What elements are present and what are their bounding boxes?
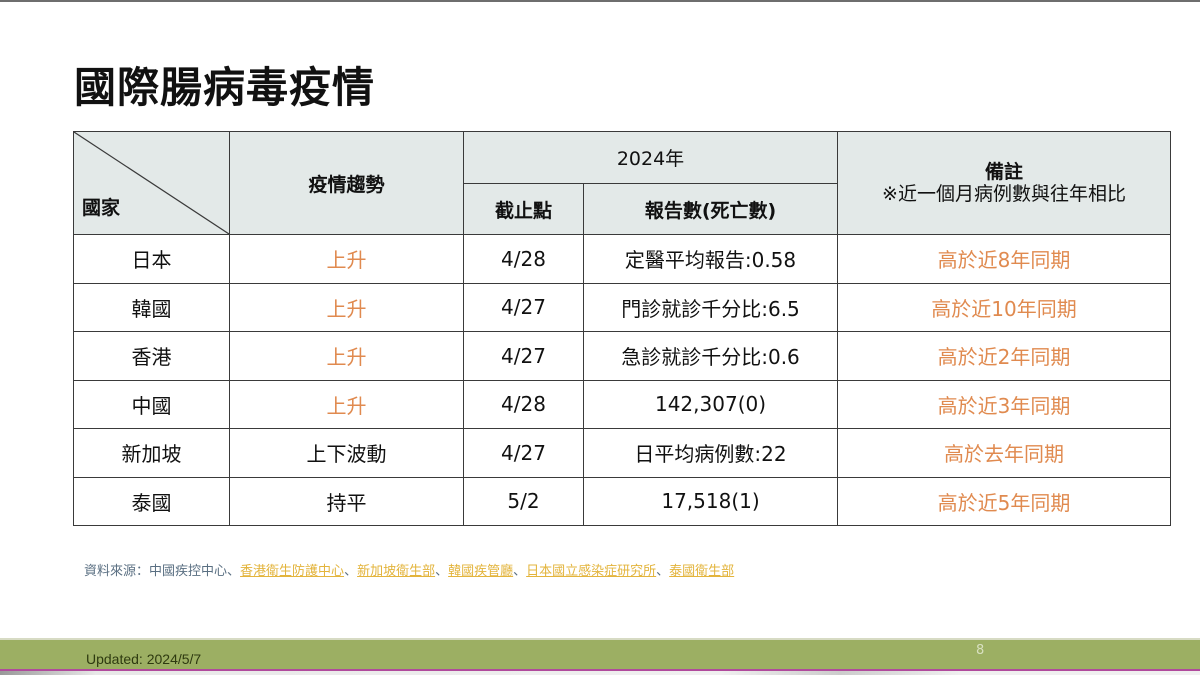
sources-label: 資料來源： <box>84 564 150 579</box>
reports-header: 報告數(死亡數) <box>582 183 839 235</box>
separator: 、 <box>344 564 358 579</box>
source-link-kr-kdca[interactable]: 韓國疾管廳 <box>448 564 514 579</box>
table-row: 日本 上升 4/28 定醫平均報告:0.58 高於近8年同期 <box>73 234 1172 284</box>
sources-line: 資料來源：中國疾控中心、香港衛生防護中心、新加坡衛生部、韓國疾管廳、日本國立感染… <box>84 560 734 579</box>
reports-cell: 142,307(0) <box>582 379 839 429</box>
year-header: 2024年 <box>462 131 839 184</box>
source-plain: 中國疾控中心 <box>149 564 228 579</box>
source-link-sg-moh[interactable]: 新加坡衛生部 <box>357 564 436 579</box>
trend-cell: 上升 <box>229 379 464 429</box>
cutoff-cell: 4/28 <box>463 234 584 284</box>
subheader-row: 截止點 報告數(死亡數) <box>74 183 1171 235</box>
cutoff-cell: 4/27 <box>463 331 584 381</box>
trend-header: 疫情趨勢 <box>229 131 464 235</box>
footer-bar <box>0 638 1200 672</box>
trend-cell: 上升 <box>229 234 464 284</box>
cutoff-cell: 4/27 <box>463 428 584 478</box>
trend-cell: 上下波動 <box>229 428 464 478</box>
country-cell: 日本 <box>73 234 230 284</box>
table-row: 韓國 上升 4/27 門診就診千分比:6.5 高於近10年同期 <box>73 282 1172 332</box>
remark-cell: 高於近10年同期 <box>837 282 1172 332</box>
reports-cell: 定醫平均報告:0.58 <box>582 234 839 284</box>
source-link-hk-chp[interactable]: 香港衛生防護中心 <box>240 564 345 579</box>
table-row: 新加坡 上下波動 4/27 日平均病例數:22 高於去年同期 <box>73 428 1172 478</box>
country-header: 國家 <box>82 197 121 219</box>
window-top-edge <box>0 0 1200 2</box>
reports-cell: 17,518(1) <box>582 476 839 526</box>
cutoff-cell: 5/2 <box>463 476 584 526</box>
separator: 、 <box>656 564 670 579</box>
page-title: 國際腸病毒疫情 <box>74 63 376 112</box>
country-cell: 中國 <box>73 379 230 429</box>
country-cell: 香港 <box>73 331 230 381</box>
country-header-cell: 國家 <box>73 131 230 235</box>
country-cell: 泰國 <box>73 476 230 526</box>
remark-cell: 高於近3年同期 <box>837 379 1172 429</box>
cutoff-header: 截止點 <box>463 183 584 235</box>
remark-header-note: ※近一個月病例數與往年相比 <box>882 183 1126 205</box>
trend-cell: 持平 <box>229 476 464 526</box>
footer-shadow <box>0 671 1200 675</box>
country-cell: 新加坡 <box>73 428 230 478</box>
remark-header: 備註 ※近一個月病例數與往年相比 <box>837 131 1172 235</box>
separator: 、 <box>435 564 449 579</box>
cutoff-cell: 4/27 <box>463 282 584 332</box>
remark-header-title: 備註 <box>985 161 1024 183</box>
diagonal-divider <box>74 132 229 234</box>
remark-cell: 高於近5年同期 <box>837 476 1172 526</box>
updated-date: Updated: 2024/5/7 <box>86 651 202 667</box>
remark-cell: 高於去年同期 <box>837 428 1172 478</box>
header-row: 國家 疫情趨勢 2024年 備註 ※近一個月病例數與往年相比 <box>73 131 1172 235</box>
country-cell: 韓國 <box>73 282 230 332</box>
trend-cell: 上升 <box>229 282 464 332</box>
reports-cell: 日平均病例數:22 <box>582 428 839 478</box>
table-row: 香港 上升 4/27 急診就診千分比:0.6 高於近2年同期 <box>73 331 1172 381</box>
remark-cell: 高於近8年同期 <box>837 234 1172 284</box>
reports-cell: 門診就診千分比:6.5 <box>582 282 839 332</box>
page-number: 8 <box>976 643 985 658</box>
source-link-th-moph[interactable]: 泰國衛生部 <box>669 564 735 579</box>
separator: 、 <box>513 564 527 579</box>
reports-cell: 急診就診千分比:0.6 <box>582 331 839 381</box>
separator: 、 <box>227 564 241 579</box>
source-link-jp-niid[interactable]: 日本國立感染症研究所 <box>526 564 657 579</box>
remark-cell: 高於近2年同期 <box>837 331 1172 381</box>
table-row: 中國 上升 4/28 142,307(0) 高於近3年同期 <box>73 379 1172 429</box>
table-row: 泰國 持平 5/2 17,518(1) 高於近5年同期 <box>73 476 1172 526</box>
trend-cell: 上升 <box>229 331 464 381</box>
epidemic-table: 國家 疫情趨勢 2024年 備註 ※近一個月病例數與往年相比 截止點 報告數(死… <box>73 131 1172 526</box>
footer-accent-line <box>0 669 1200 671</box>
cutoff-cell: 4/28 <box>463 379 584 429</box>
